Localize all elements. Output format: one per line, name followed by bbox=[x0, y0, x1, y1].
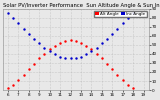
Text: Solar PV/Inverter Performance  Sun Altitude Angle & Sun Incidence  2011: Solar PV/Inverter Performance Sun Altitu… bbox=[3, 3, 160, 8]
Legend: Alt Angle, Inc Angle: Alt Angle, Inc Angle bbox=[94, 11, 147, 17]
